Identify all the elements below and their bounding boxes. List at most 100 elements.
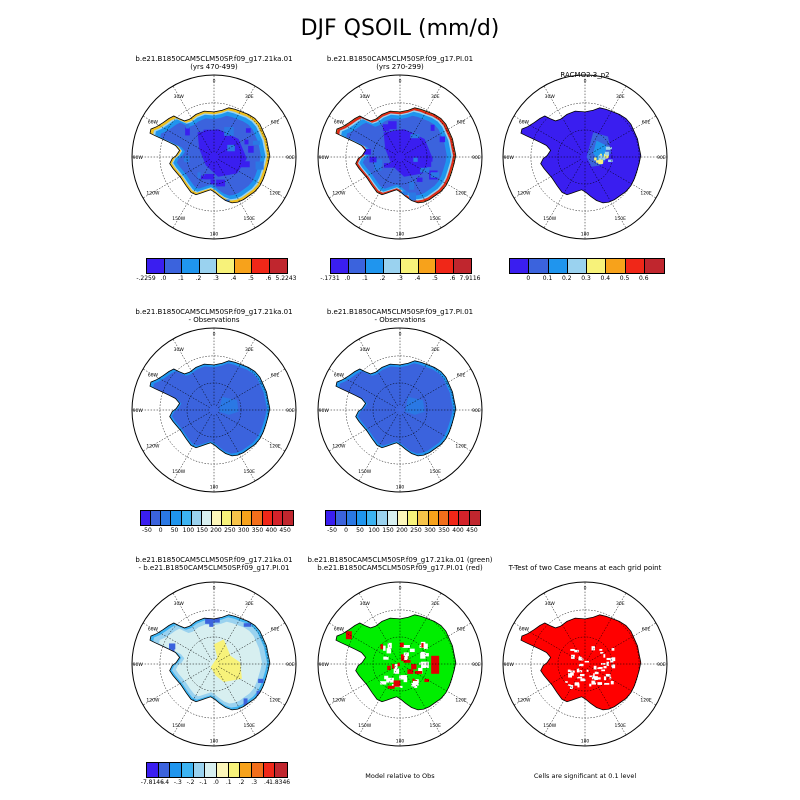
map-graticule [503,582,667,746]
colorbar-label: 450 [466,527,478,534]
field-cell [384,163,394,168]
lon-label: 60W [148,373,159,379]
relative-cell [393,680,401,687]
lon-label: 120E [455,190,467,196]
colorbar-label: 300 [237,527,250,534]
lon-label: 180 [210,231,219,237]
colorbar-swatch [170,763,182,777]
map-frame [502,74,668,240]
coastline [335,360,457,457]
colorbar: -.1731 .0 .1 .2 .3 .4 .5 .6 7.9116 [320,258,481,286]
lon-label: 0 [399,586,402,592]
colorbar: -7.8146 -.4 -.3 -.2 -.1 .0 .1 .2 .3 .4 1.8346 [141,762,290,790]
panel-title: b.e21.B1850CAM5CLM50SP.f09_g17.21ka.01- … [94,308,334,324]
lon-label: 60E [457,120,466,126]
ttest-cell [599,648,603,651]
colorbar-label: .6 [265,275,272,282]
colorbar-label: -.4 [161,779,170,786]
lon-label: 30E [616,94,625,100]
meridian-line [404,159,472,199]
colorbar-swatch [240,763,252,777]
coastline [335,614,457,711]
colorbar: 0 0.1 0.2 0.3 0.4 0.5 0.6 [509,258,665,286]
colorbar-swatch [367,511,378,525]
meridian-line [543,592,583,660]
colorbar-swatches [146,258,288,274]
colorbar-swatch [387,511,398,525]
meridian-line [589,159,657,199]
relative-cell [412,678,415,683]
map-graticule [318,582,482,746]
lon-label: 60W [334,373,345,379]
map-frame [502,581,668,747]
ttest-cell [591,682,597,685]
colorbar-swatch [252,511,263,525]
relative-cell [404,655,408,661]
colorbar-swatch [234,259,252,273]
colorbar-swatch [147,259,165,273]
colorbar-swatch [436,259,454,273]
colorbar-label: .1 [362,275,368,282]
lon-label: 60W [519,627,530,633]
lon-label: 0 [399,332,402,338]
diff-cell [171,645,175,652]
lon-label: 90W [504,155,515,161]
colorbar-swatch [331,259,349,273]
ttest-cell [569,672,574,676]
colorbar-swatches [140,510,294,526]
relative-cell [409,648,415,653]
colorbar-swatch [469,511,480,525]
lon-label: 30W [360,601,371,607]
panel-title-line: (yrs 470-499) [190,63,238,71]
colorbar-label: 350 [251,527,264,534]
colorbar-label: .3 [251,779,258,786]
lon-label: 150E [615,723,627,729]
field-cell [197,172,201,179]
lon-label: 180 [581,231,590,237]
meridian-line [172,85,212,153]
meridian-line [142,115,210,155]
colorbar-swatch [438,511,450,525]
colorbar-label: 400 [452,527,464,534]
lon-label: 90W [319,662,330,668]
field-cell [216,143,220,153]
colorbar-label: 150 [382,527,394,534]
colorbar-label: .5 [432,275,438,282]
colorbar-swatch [408,511,419,525]
colorbar-swatch [529,259,549,273]
diff-field [339,363,453,454]
ttest-cell [591,680,596,684]
field-cell [200,175,210,180]
meridian-line [216,85,256,153]
antarctica-map [521,107,641,203]
relative-cell [399,675,407,680]
obs-cell [596,160,601,163]
colorbar-swatch [625,259,645,273]
meridian-line [358,85,398,153]
lon-label: 150E [430,216,442,222]
colorbar-swatches [330,258,472,274]
colorbar-label: 0.5 [619,275,630,282]
lon-label: 180 [581,738,590,744]
relative-cell [407,669,414,674]
relative-cell [403,660,411,663]
meridian-line [218,115,286,155]
antarctica-map [150,614,270,710]
ttest-cell [591,646,595,651]
colorbar-label: 350 [438,527,450,534]
meridian-line [216,338,256,406]
lon-label: 60W [148,627,159,633]
lon-label: 150E [244,216,256,222]
colorbar-label: .2 [195,275,202,282]
meridian-line [589,115,657,155]
panel-title-line: T-Test of two Case means at each grid po… [508,564,662,572]
colorbar-label: -.1 [199,779,208,786]
antarctica-map [336,107,456,203]
lon-label: 180 [396,738,405,744]
panel-title-line: b.e21.B1850CAM5CLM50SP.f09_g17.PI.01 [326,55,474,63]
relative-cell [386,677,394,683]
meridian-line [218,159,286,199]
ttest-cell [603,654,606,658]
colorbar-swatch [242,511,253,525]
panel-title: b.e21.B1850CAM5CLM50SP.f09_g17.21ka.01 (y… [94,55,334,71]
